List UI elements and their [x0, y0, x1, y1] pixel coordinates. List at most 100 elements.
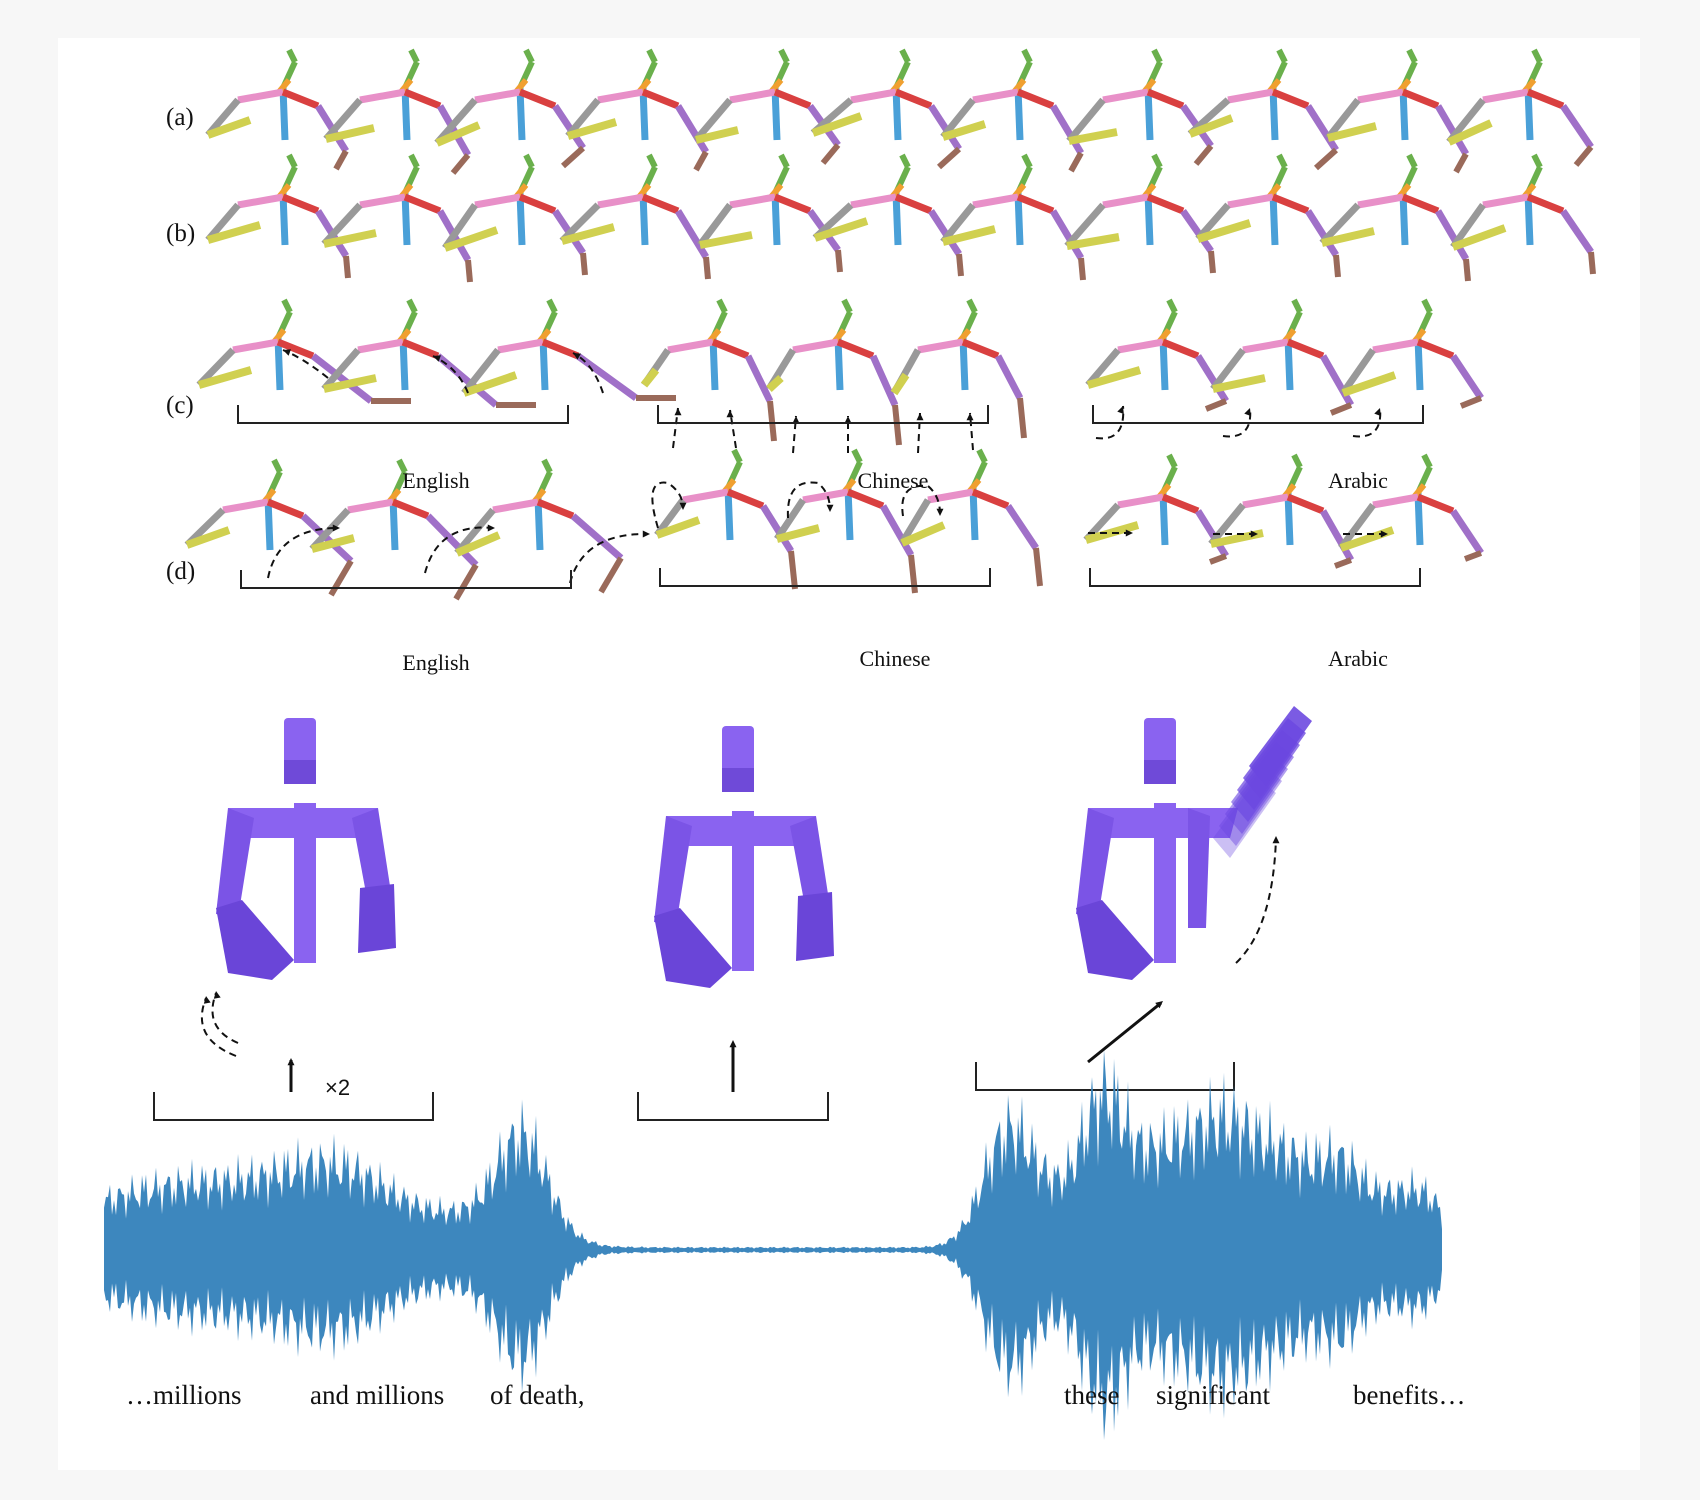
skeleton-bone — [1166, 453, 1178, 469]
skeleton-bone — [1033, 547, 1043, 587]
motion-arrow — [729, 409, 737, 449]
skeleton-bone — [675, 104, 709, 154]
skeleton-bone — [1327, 122, 1377, 142]
skeleton-bone — [1524, 87, 1534, 141]
skeleton-bone — [811, 112, 863, 137]
skeleton-bone — [1524, 192, 1534, 246]
skeleton-bone — [474, 193, 521, 209]
skeleton-bone — [1526, 88, 1565, 110]
skeleton-figure — [1066, 48, 1214, 166]
skeleton-bone — [436, 104, 472, 157]
skeleton-bone — [820, 143, 841, 165]
skeleton-bone — [841, 298, 853, 314]
skeleton-bone — [1161, 338, 1200, 360]
skeleton-bone — [541, 338, 580, 360]
skeleton-bone — [406, 298, 418, 314]
skeleton-bone — [813, 217, 869, 242]
avatar-right-upperarm — [1188, 808, 1210, 928]
skeleton-bone — [1333, 557, 1353, 569]
skeleton-bone — [1357, 88, 1404, 104]
skeleton-figure — [812, 153, 964, 277]
skeleton-bone — [1399, 87, 1409, 141]
bracket-d-arabic — [1089, 568, 1421, 587]
skeleton-bone — [1151, 48, 1163, 64]
skeleton-bone — [1066, 233, 1120, 250]
skeleton-figure — [184, 458, 354, 597]
skeleton-figure — [1340, 298, 1484, 409]
skeleton-bone — [1450, 354, 1484, 400]
skeleton-bone — [774, 498, 806, 541]
skeleton-bone — [1453, 152, 1469, 174]
word-millions-1: …millions — [126, 1380, 242, 1410]
skeleton-bone — [1146, 193, 1185, 215]
skeleton-figure — [434, 48, 586, 169]
skeleton-bone — [523, 153, 535, 169]
avatar-neck — [284, 760, 316, 784]
skeleton-bone — [1016, 88, 1055, 110]
skeleton-bone — [1319, 354, 1355, 407]
skeleton-bone — [1193, 144, 1214, 166]
skeleton-bone — [442, 202, 478, 251]
word-significant: significant — [1156, 1380, 1270, 1410]
skeleton-bone — [1406, 153, 1418, 169]
avatar-center — [654, 726, 834, 988]
skeleton-bone — [328, 559, 354, 597]
skeleton-bone — [1117, 338, 1164, 354]
skeleton-bone — [566, 118, 618, 140]
skeleton-bone — [639, 192, 649, 246]
skeleton-bone — [836, 338, 875, 360]
skeleton-bone — [1463, 258, 1471, 282]
arrow-head — [729, 1040, 737, 1048]
skeleton-bone — [731, 448, 743, 464]
skeleton-bone — [961, 338, 1000, 360]
avatar-right-forearm-motion — [1249, 706, 1312, 786]
skeleton-bone — [894, 193, 933, 215]
skeleton-bone — [1450, 509, 1484, 555]
avatar-left — [216, 718, 396, 980]
skeleton-bone — [1560, 209, 1594, 254]
skeleton-figure — [654, 448, 798, 590]
skeleton-bone — [197, 366, 253, 389]
skeleton-bone — [534, 497, 544, 551]
skeleton-figure — [454, 458, 624, 594]
arrow-head — [792, 416, 800, 424]
skeleton-bone — [455, 531, 501, 557]
word-of-death: of death, — [490, 1380, 585, 1410]
skeleton-bone — [1083, 502, 1121, 543]
skeleton-bone — [1049, 104, 1085, 155]
skeleton-bone — [185, 526, 231, 549]
skeleton-figure — [640, 298, 777, 442]
skeleton-figure — [565, 48, 709, 172]
skeleton-bone — [1117, 493, 1164, 509]
skeleton-bone — [1482, 193, 1529, 209]
skeleton-bone — [281, 193, 320, 215]
skeleton-bone — [1159, 337, 1169, 391]
skeleton-bone — [300, 513, 354, 564]
skeleton-bone — [1421, 453, 1433, 469]
skeleton-bone — [1340, 347, 1376, 396]
skeleton-figure — [1319, 153, 1471, 282]
skeleton-bone — [403, 88, 442, 110]
avatar-left-forearm — [216, 900, 294, 980]
skeleton-bone — [523, 48, 535, 64]
skeleton-figure — [940, 153, 1086, 281]
skeleton-bone — [1017, 397, 1027, 439]
motion-arrow — [901, 484, 941, 517]
skeleton-bone — [1286, 338, 1325, 360]
bracket-d-english — [240, 570, 572, 589]
skeleton-bone — [773, 88, 812, 110]
skeleton-bone — [286, 48, 298, 64]
skeleton-bone — [917, 338, 964, 354]
arrow-head — [966, 413, 974, 421]
avatar-right-upperarm — [790, 816, 828, 901]
skeleton-bone — [396, 458, 408, 474]
repeat-multiplier: ×2 — [325, 1075, 351, 1100]
skeleton-bone — [1434, 104, 1470, 156]
skeleton-bone — [575, 353, 639, 401]
skeleton-bone — [908, 554, 918, 594]
skeleton-bone — [598, 556, 624, 594]
skeleton-bone — [1227, 88, 1274, 104]
skeleton-bone — [343, 255, 351, 279]
skeleton-bone — [1016, 193, 1055, 215]
skeleton-bone — [1188, 114, 1234, 138]
